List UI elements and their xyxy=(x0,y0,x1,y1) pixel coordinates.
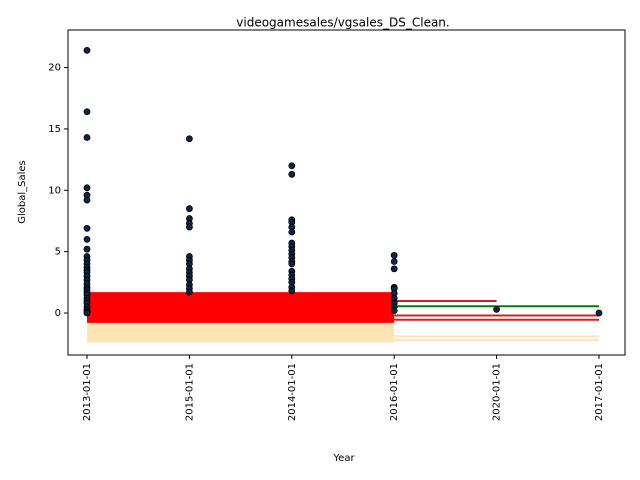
band-area xyxy=(87,292,395,323)
point xyxy=(288,162,296,170)
y-tick-label: 15 xyxy=(48,124,61,135)
x-tick-label: 2014-01-01 xyxy=(287,363,298,421)
point xyxy=(83,46,91,54)
point xyxy=(185,205,193,213)
x-tick-label: 2015-01-01 xyxy=(184,363,195,421)
x-tick-label: 2020-01-01 xyxy=(492,363,503,421)
point xyxy=(83,196,91,204)
point xyxy=(83,245,91,253)
y-tick-label: 10 xyxy=(48,185,61,196)
y-tick-label: 5 xyxy=(55,247,61,258)
x-axis-label: Year xyxy=(332,453,355,464)
point xyxy=(288,287,296,295)
x-tick-label: 2016-01-01 xyxy=(389,363,400,421)
point xyxy=(83,309,91,317)
point xyxy=(493,305,501,313)
plot-frame xyxy=(67,29,626,356)
point xyxy=(83,235,91,243)
point xyxy=(390,258,398,265)
point xyxy=(83,184,91,192)
point xyxy=(595,309,603,317)
chart-title: videogamesales/vgsales_DS_Clean. xyxy=(236,16,449,30)
point xyxy=(83,108,91,116)
point xyxy=(288,170,296,178)
point xyxy=(83,224,91,232)
point xyxy=(390,251,398,259)
point xyxy=(185,288,193,296)
point xyxy=(83,134,91,141)
y-tick-label: 0 xyxy=(55,308,61,319)
point xyxy=(288,228,296,236)
x-tick-label: 2013-01-01 xyxy=(82,363,93,421)
y-tick-label: 20 xyxy=(48,63,61,74)
point xyxy=(185,223,193,231)
band-area xyxy=(87,322,395,343)
y-axis-label: Global_Sales xyxy=(17,160,28,224)
point xyxy=(288,260,296,268)
point xyxy=(390,265,398,273)
point xyxy=(185,135,193,143)
point xyxy=(390,307,398,314)
x-tick-label: 2017-01-01 xyxy=(594,363,605,421)
